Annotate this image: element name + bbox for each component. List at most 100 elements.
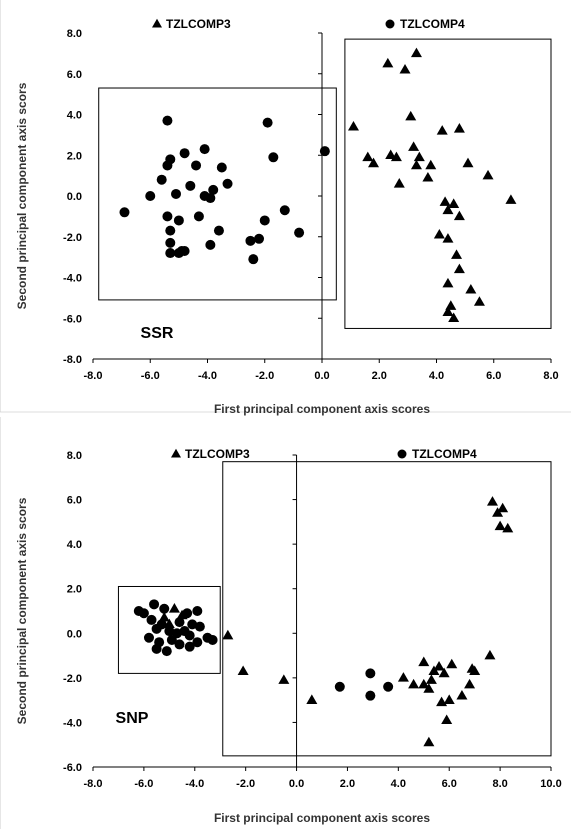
point-tzlcomp4 [165,237,176,248]
point-tzlcomp3 [410,47,422,58]
point-tzlcomp4 [279,205,290,216]
point-tzlcomp4 [194,621,205,632]
point-tzlcomp3 [158,611,170,622]
point-tzlcomp4 [365,668,376,679]
x-tick-label: 4.0 [429,370,444,382]
point-tzlcomp4 [176,246,187,257]
x-tick-label: 2.0 [340,778,355,790]
point-tzlcomp3 [482,169,494,180]
point-tzlcomp3 [473,296,485,306]
y-axis-title: Second principal component axis scors [15,82,29,309]
point-tzlcomp4 [156,174,167,185]
group-box-tzlcomp4 [117,585,221,674]
point-tzlcomp4 [166,634,177,645]
point-tzlcomp3 [433,228,445,239]
point-tzlcomp4 [205,193,216,204]
point-tzlcomp3 [393,178,405,188]
point-tzlcomp4 [162,211,173,222]
point-tzlcomp4 [383,681,394,692]
point-tzlcomp3 [399,63,411,74]
point-tzlcomp4 [268,152,279,163]
point-tzlcomp3 [425,674,437,684]
point-tzlcomp4 [207,634,218,645]
group-box-tzlcomp3 [344,38,552,329]
point-tzlcomp4 [216,162,227,173]
point-tzlcomp4 [171,188,182,199]
point-tzlcomp3 [382,57,394,68]
point-tzlcomp4 [294,227,305,238]
point-tzlcomp3 [436,125,448,135]
point-tzlcomp4 [145,191,156,201]
point-tzlcomp3 [442,233,454,243]
point-tzlcomp3 [486,496,498,506]
point-tzlcomp4 [248,254,259,265]
legend-marker-tzlcomp3 [171,448,181,458]
y-tick-label: 4.0 [67,110,82,122]
y-tick-label: 0.0 [67,191,82,203]
point-tzlcomp4 [165,225,176,236]
point-tzlcomp4 [262,117,273,128]
point-tzlcomp4 [151,643,162,654]
point-tzlcomp4 [199,144,210,155]
x-tick-label: -2.0 [255,370,274,382]
y-tick-label: -4.0 [63,717,82,729]
y-tick-label: -6.0 [63,313,82,325]
point-tzlcomp3 [425,159,437,170]
point-tzlcomp4 [174,639,185,650]
point-tzlcomp3 [464,678,476,689]
x-tick-label: -4.0 [198,370,217,382]
point-tzlcomp4 [162,160,173,171]
point-tzlcomp3 [168,603,180,613]
legend-marker-tzlcomp3 [152,18,162,28]
point-tzlcomp3 [451,249,463,259]
x-axis-title: First principal component axis scores [214,402,430,416]
x-tick-label: -4.0 [185,778,204,790]
x-tick-label: 4.0 [391,778,406,790]
legend-label-tzlcomp4: TZLCOMP4 [412,447,477,461]
point-tzlcomp3 [422,171,434,182]
x-tick-label: -8.0 [84,370,103,382]
group-box-tzlcomp3 [222,461,552,757]
point-tzlcomp3 [385,149,397,160]
point-tzlcomp3 [453,210,465,221]
point-tzlcomp3 [397,672,409,682]
point-tzlcomp4 [182,608,193,619]
x-tick-label: 0.0 [314,370,329,382]
point-tzlcomp3 [484,649,496,660]
point-tzlcomp3 [469,665,481,675]
point-tzlcomp3 [442,204,454,215]
point-tzlcomp4 [319,146,330,157]
x-tick-label: -2.0 [236,778,255,790]
point-tzlcomp4 [143,632,154,643]
point-tzlcomp4 [174,617,185,628]
point-tzlcomp4 [192,606,203,616]
x-axis-title: First principal component axis scores [214,811,430,825]
x-tick-label: 0.0 [289,778,304,790]
point-tzlcomp3 [462,157,474,168]
point-tzlcomp3 [453,263,465,274]
point-tzlcomp4 [149,599,160,610]
point-tzlcomp4 [151,623,162,634]
y-tick-label: 8.0 [67,450,82,462]
point-tzlcomp3 [448,312,460,323]
point-tzlcomp4 [161,646,172,657]
point-tzlcomp3 [418,678,430,689]
point-tzlcomp3 [439,196,451,206]
ssr-scatter-panel: 8.0 6.0 4.0 2.0 0.0 -2.0 -4.0 -6.0 -8.0-8.0 -6.0 -… [15,17,559,416]
y-tick-label: 6.0 [67,69,82,81]
point-tzlcomp3 [433,660,445,671]
point-tzlcomp3 [443,694,455,704]
legend-label-tzlcomp3: TZLCOMP3 [166,17,231,31]
point-tzlcomp4 [259,215,270,226]
point-tzlcomp3 [237,665,249,675]
point-tzlcomp3 [408,678,420,689]
y-tick-label: -2.0 [63,673,82,685]
point-tzlcomp4 [365,690,376,701]
point-tzlcomp3 [278,674,290,684]
point-tzlcomp3 [456,689,468,700]
y-tick-label: 8.0 [67,28,82,40]
y-tick-label: -8.0 [63,354,82,366]
point-tzlcomp4 [138,608,149,619]
y-tick-label: -2.0 [63,232,82,244]
